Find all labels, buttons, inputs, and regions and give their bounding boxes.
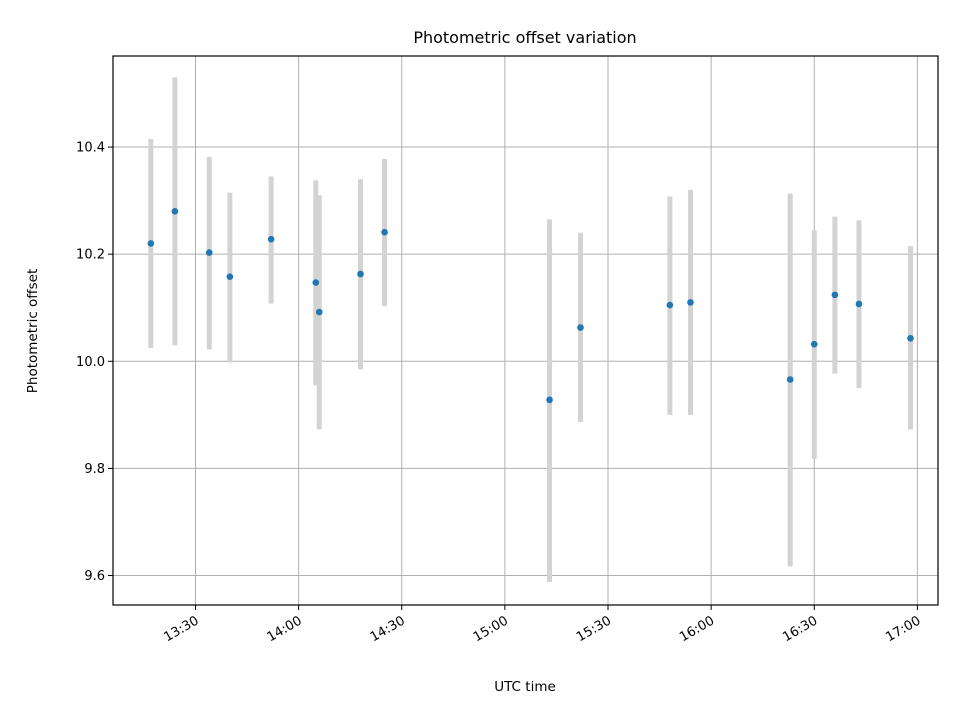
data-point [810, 340, 818, 348]
data-point [147, 240, 155, 247]
plot-frame [112, 55, 939, 606]
data-point [171, 208, 179, 215]
data-point [687, 299, 694, 306]
data-point [205, 249, 213, 256]
data-point [267, 235, 275, 243]
y-tick-label: 9.6 [84, 569, 105, 584]
y-tick-label: 9.8 [84, 462, 105, 477]
y-tick-label: 10.4 [76, 141, 105, 156]
data-point [855, 300, 863, 308]
data-point [577, 324, 584, 331]
data-point [226, 273, 234, 280]
data-point [315, 308, 323, 316]
data-point [786, 376, 794, 383]
data-point [357, 270, 364, 278]
data-point [381, 228, 388, 236]
y-tick-label: 10.0 [76, 355, 105, 370]
data-point [666, 301, 674, 309]
data-point [312, 279, 320, 286]
data-points [147, 208, 914, 404]
data-point [546, 396, 553, 404]
x-axis-label: UTC time [494, 679, 556, 695]
grid-lines [113, 56, 938, 605]
data-point [907, 334, 914, 342]
y-axis-ticks: 9.6 9.8 10.0 10.2 10.4 [76, 141, 113, 584]
chart-title: Photometric offset variation [413, 28, 636, 47]
y-tick-label: 10.2 [76, 248, 105, 263]
data-point [831, 291, 839, 299]
y-axis-label: Photometric offset [25, 269, 41, 393]
